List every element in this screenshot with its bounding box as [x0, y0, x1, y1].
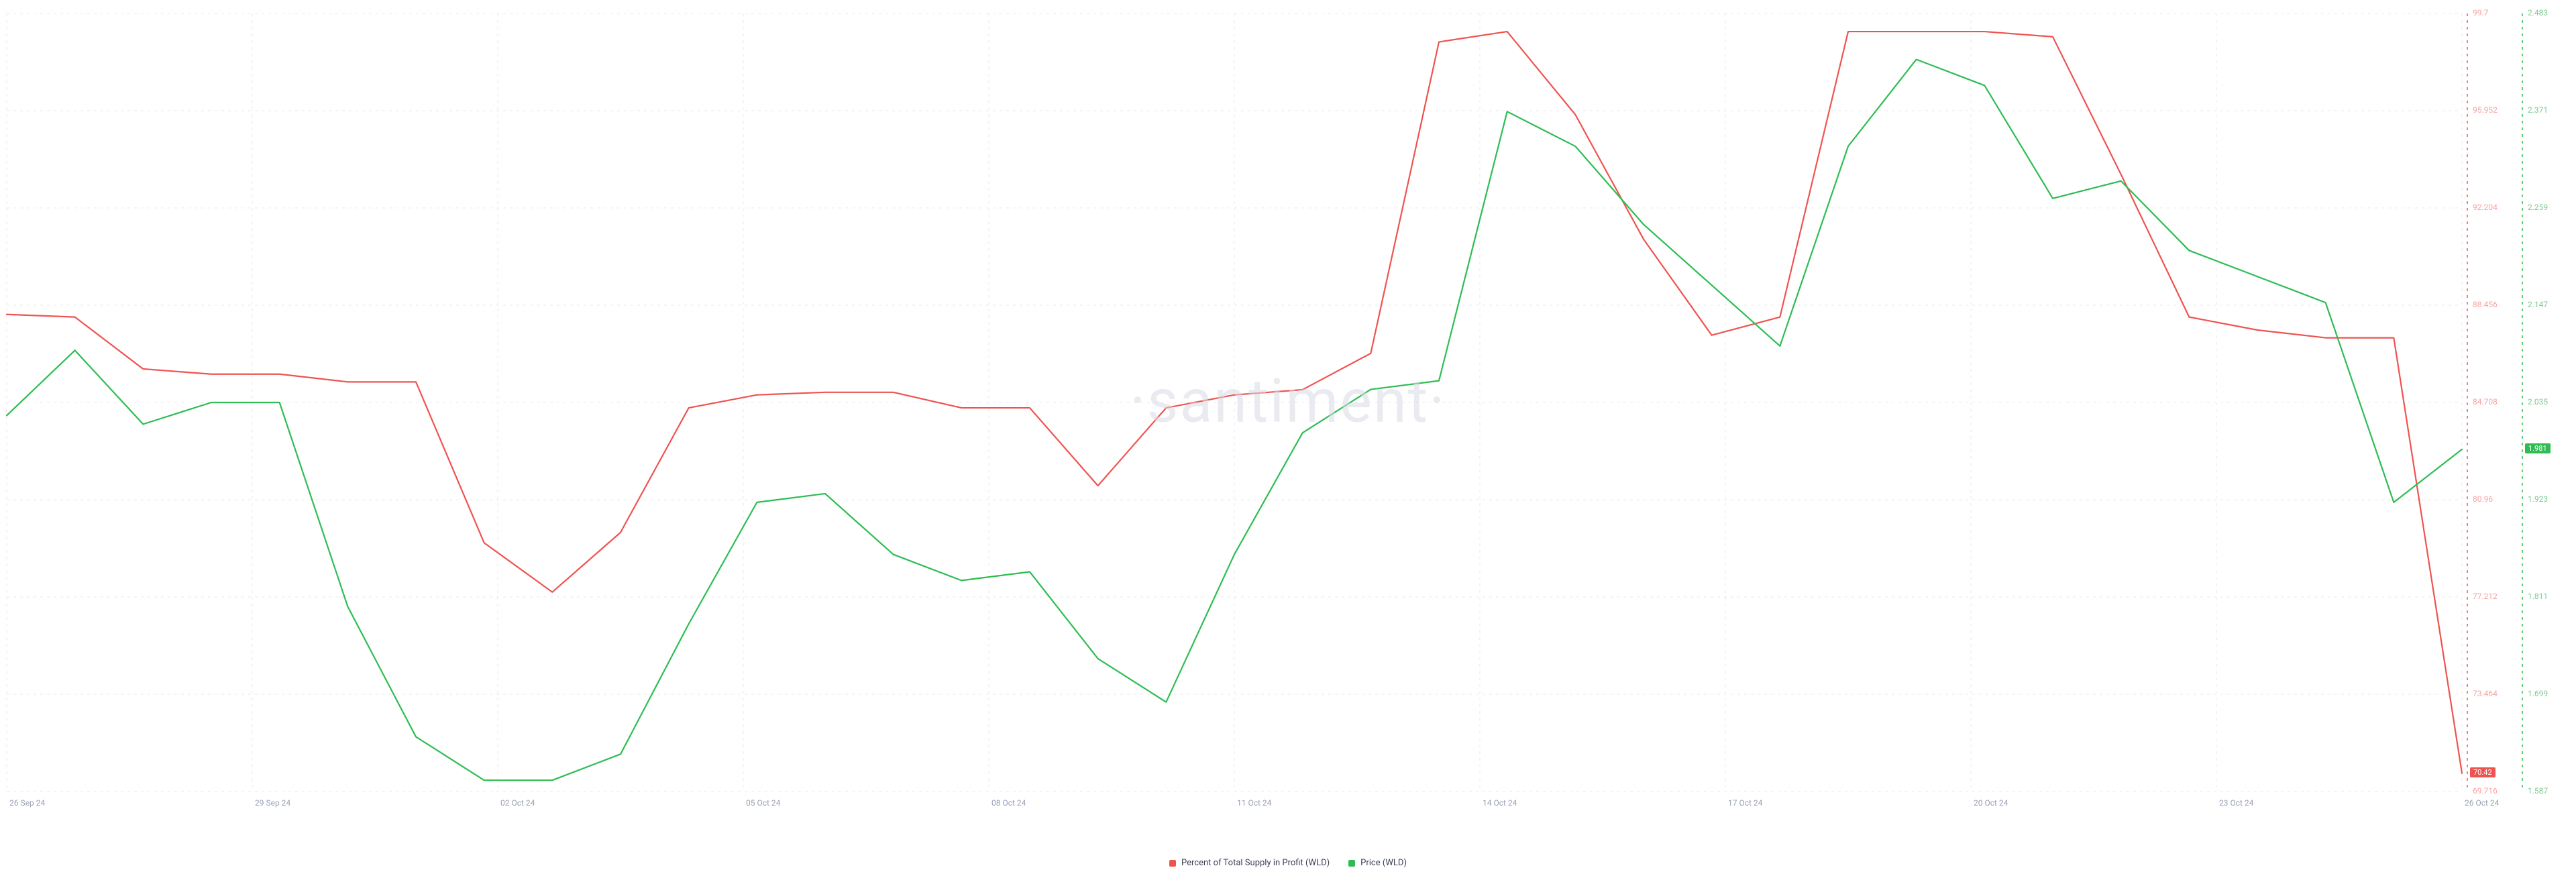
x-axis-label: 26 Sep 24	[9, 798, 45, 808]
x-axis-label: 23 Oct 24	[2219, 798, 2253, 808]
y-left-axis-label: 99.7	[2473, 8, 2488, 17]
y-right-axis-label: 2.259	[2528, 203, 2548, 212]
endpoint-value-badge: 1.981	[2525, 443, 2551, 453]
legend-swatch	[1348, 860, 1355, 867]
x-axis-label: 14 Oct 24	[1483, 798, 1517, 808]
chart-container: ·santiment· 26 Sep 2429 Sep 2402 Oct 240…	[0, 0, 2576, 872]
legend-swatch	[1169, 860, 1176, 867]
y-right-axis-label: 2.147	[2528, 300, 2548, 309]
x-axis-label: 20 Oct 24	[1974, 798, 2008, 808]
y-right-axis-label: 1.699	[2528, 689, 2548, 698]
y-right-axis-label: 2.371	[2528, 105, 2548, 115]
x-axis-label: 17 Oct 24	[1728, 798, 1762, 808]
y-right-axis-label: 2.035	[2528, 397, 2548, 406]
y-right-axis-label: 1.587	[2528, 786, 2548, 796]
y-left-axis-label: 92.204	[2473, 203, 2498, 212]
y-right-axis-label: 2.483	[2528, 8, 2548, 17]
y-left-axis-label: 95.952	[2473, 105, 2498, 115]
x-axis-label: 26 Oct 24	[2465, 798, 2499, 808]
legend-label: Percent of Total Supply in Profit (WLD)	[1181, 858, 1330, 868]
y-left-axis-label: 69.716	[2473, 786, 2498, 796]
y-left-axis-label: 80.96	[2473, 494, 2493, 504]
legend-item[interactable]: Price (WLD)	[1348, 858, 1407, 868]
chart-svg	[0, 0, 2576, 872]
legend: Percent of Total Supply in Profit (WLD) P…	[1169, 858, 1407, 868]
legend-item[interactable]: Percent of Total Supply in Profit (WLD)	[1169, 858, 1330, 868]
y-left-axis-label: 84.708	[2473, 397, 2498, 406]
x-axis-label: 05 Oct 24	[746, 798, 780, 808]
y-right-axis-label: 1.811	[2528, 592, 2548, 601]
x-axis-label: 11 Oct 24	[1237, 798, 1271, 808]
y-left-axis-label: 77.212	[2473, 592, 2498, 601]
x-axis-label: 08 Oct 24	[991, 798, 1026, 808]
y-left-axis-label: 73.464	[2473, 689, 2498, 698]
y-right-axis-label: 1.923	[2528, 494, 2548, 504]
legend-label: Price (WLD)	[1360, 858, 1407, 868]
x-axis-label: 02 Oct 24	[500, 798, 535, 808]
x-axis-label: 29 Sep 24	[255, 798, 290, 808]
endpoint-value-badge: 70.42	[2470, 767, 2496, 777]
y-left-axis-label: 88.456	[2473, 300, 2498, 309]
